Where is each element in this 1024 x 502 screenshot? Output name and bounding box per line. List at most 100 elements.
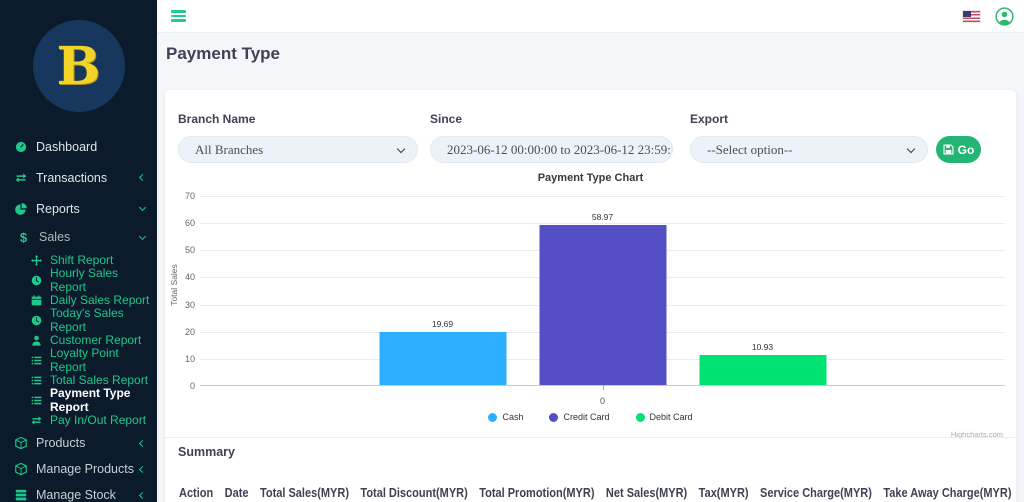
legend-item-debit-card[interactable]: Debit Card	[635, 412, 693, 422]
sidebar-item-payment-type-report[interactable]: Payment Type Report	[0, 386, 157, 414]
app-logo[interactable]: B	[32, 20, 125, 112]
chevron-down-icon	[396, 144, 406, 154]
products-icon	[13, 462, 28, 476]
language-flag-us-icon[interactable]	[963, 10, 980, 22]
transactions-icon	[13, 171, 28, 185]
since-daterange-value: 2023-06-12 00:00:00 to 2023-06-12 23:59:…	[447, 141, 673, 157]
summary-title: Summary	[178, 445, 235, 459]
sidebar-item-label: Daily Sales Report	[50, 293, 150, 307]
bar-value-label: 19.69	[431, 318, 454, 329]
chart-plot: 19.69 58.97 10.93	[200, 196, 1005, 390]
chart-watermark: Highcharts.com	[950, 430, 1003, 439]
sidebar-item-label: Shift Report	[50, 253, 114, 267]
sidebar-item-daily-sales-report[interactable]: Daily Sales Report	[0, 290, 157, 310]
sidebar-item-label: Customer Report	[50, 333, 142, 347]
go-button[interactable]: Go	[936, 136, 981, 163]
x-axis-tick-label: 0	[599, 396, 605, 406]
user-account-icon[interactable]	[995, 6, 1014, 26]
sidebar-item-label: Sales	[39, 230, 71, 244]
list-icon	[30, 373, 43, 387]
export-label: Export	[690, 112, 729, 126]
y-axis-tick-label: 0	[189, 381, 195, 391]
sidebar-item-products[interactable]: Products	[0, 430, 157, 456]
bar-credit-card[interactable]: 58.97	[539, 212, 666, 385]
branch-name-label: Branch Name	[178, 112, 256, 126]
pay-inout-icon	[30, 413, 43, 427]
legend-item-cash[interactable]: Cash	[488, 412, 523, 422]
y-axis-tick-label: 20	[184, 326, 195, 337]
table-header-action: Action	[179, 486, 214, 500]
page-title: Payment Type	[166, 44, 281, 63]
list-icon	[30, 353, 43, 367]
sidebar-item-label: Transactions	[36, 170, 108, 185]
table-header-tax-myr: Tax(MYR)	[698, 486, 749, 500]
bar-value-label: 10.93	[751, 342, 774, 353]
sidebar-item-shift-report[interactable]: Shift Report	[0, 250, 157, 270]
y-axis-tick-label: 60	[184, 218, 195, 229]
sidebar-item-transactions[interactable]: Transactions	[0, 162, 157, 193]
chart-title: Payment Type Chart	[537, 172, 644, 184]
chart-legend: Cash Credit Card Debit Card	[165, 412, 1016, 422]
chevron-down-icon	[138, 203, 147, 212]
shift-report-icon	[30, 253, 43, 267]
chevron-left-icon	[138, 491, 147, 499]
sidebar-item-customer-report[interactable]: Customer Report	[0, 330, 157, 350]
branch-select-value: All Branches	[195, 141, 264, 157]
sidebar-item-label: Pay In/Out Report	[50, 413, 147, 427]
report-card: Branch Name Since Export All Branches 20…	[165, 90, 1016, 502]
legend-marker	[488, 412, 498, 422]
chevron-left-icon	[138, 173, 147, 182]
gridline	[200, 196, 1005, 197]
topbar	[157, 0, 1024, 33]
sidebar-menu: Dashboard Transactions Reports $ Sales S…	[0, 131, 157, 502]
sidebar-item-label: Reports	[36, 201, 80, 216]
sales-icon: $	[19, 229, 28, 245]
since-daterange-input[interactable]: 2023-06-12 00:00:00 to 2023-06-12 23:59:…	[430, 136, 673, 163]
sidebar-item-today-s-sales-report[interactable]: Today's Sales Report	[0, 306, 157, 334]
sidebar-item-hourly-sales-report[interactable]: Hourly Sales Report	[0, 266, 157, 294]
table-header-date: Date	[224, 486, 249, 500]
x-axis-tick	[602, 385, 604, 390]
dashboard-icon	[13, 140, 28, 154]
since-label: Since	[430, 112, 463, 126]
y-axis-tick-label: 30	[184, 299, 195, 310]
sidebar-item-total-sales-report[interactable]: Total Sales Report	[0, 370, 157, 390]
sidebar-item-label: Loyalty Point Report	[50, 346, 119, 374]
hamburger-menu-icon[interactable]	[169, 4, 188, 28]
y-axis-tick-label: 70	[184, 191, 195, 201]
branch-select[interactable]: All Branches	[178, 136, 418, 163]
export-select-value: --Select option--	[707, 141, 793, 157]
sidebar-item-manage-products[interactable]: Manage Products	[0, 456, 157, 482]
table-header-total-sales-myr: Total Sales(MYR)	[259, 486, 349, 500]
legend-label: Debit Card	[649, 412, 693, 422]
sidebar-item-label: Hourly Sales Report	[50, 266, 119, 294]
logo-letter: B	[56, 35, 101, 97]
legend-item-credit-card[interactable]: Credit Card	[549, 412, 610, 422]
list-icon	[30, 393, 43, 407]
legend-label: Cash	[502, 412, 524, 422]
sidebar-item-pay-in-out-report[interactable]: Pay In/Out Report	[0, 410, 157, 430]
table-header-total-promotion-myr: Total Promotion(MYR)	[479, 486, 595, 500]
calendar-icon	[30, 293, 43, 307]
sidebar-item-label: Products	[36, 436, 86, 450]
sidebar-item-label: Today's Sales Report	[50, 306, 124, 334]
bar-debit-card[interactable]: 10.93	[699, 342, 826, 385]
y-axis-tick-label: 50	[184, 245, 195, 256]
sidebar-item-sales[interactable]: $ Sales	[0, 224, 157, 250]
legend-marker	[549, 412, 559, 422]
sidebar-item-reports[interactable]: Reports	[0, 193, 157, 224]
sidebar-item-manage-stock[interactable]: Manage Stock	[0, 482, 157, 502]
table-header-service-charge-myr: Service Charge(MYR)	[760, 486, 872, 500]
products-icon	[13, 436, 28, 450]
stock-icon	[13, 488, 28, 502]
export-select[interactable]: --Select option--	[690, 136, 928, 163]
sidebar: B Dashboard Transactions Reports $ Sales…	[0, 0, 157, 502]
sidebar-item-loyalty-point-report[interactable]: Loyalty Point Report	[0, 346, 157, 374]
reports-icon	[13, 202, 28, 216]
gridline	[200, 223, 1005, 225]
summary-table-header-row: Action Date Total Sales(MYR) Total Disco…	[179, 486, 1016, 500]
bar-cash[interactable]: 19.69	[379, 319, 506, 385]
chart-bars: 19.69 58.97 10.93	[379, 212, 826, 385]
sidebar-item-dashboard[interactable]: Dashboard	[0, 131, 157, 162]
